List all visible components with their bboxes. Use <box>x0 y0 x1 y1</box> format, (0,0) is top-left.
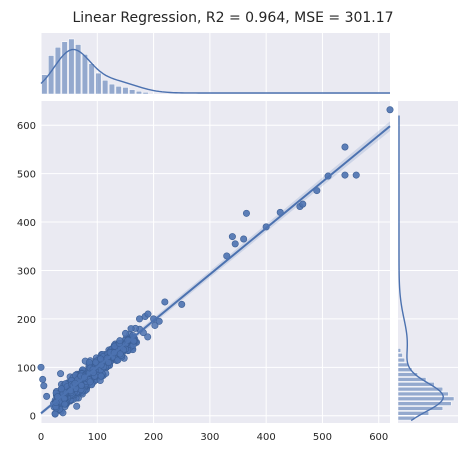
x-histogram-bar <box>81 54 88 95</box>
y-marginal-histogram <box>397 124 458 421</box>
x-tick-label: 100 <box>88 432 107 443</box>
y-marginal-panel <box>397 101 458 423</box>
x-histogram-bar <box>115 86 122 95</box>
y-histogram-bar <box>397 396 455 401</box>
scatter-point <box>144 310 152 318</box>
x-histogram-bar <box>68 38 75 95</box>
scatter-point <box>242 209 250 217</box>
scatter-point <box>39 375 47 383</box>
x-marginal-histogram <box>40 33 380 95</box>
x-tick-label: 600 <box>369 432 388 443</box>
scatter-point <box>352 171 360 179</box>
y-histogram-bar <box>397 401 452 406</box>
scatter-point <box>144 333 152 341</box>
y-histogram-bar <box>397 386 444 392</box>
y-tick-label: 0 <box>30 412 36 423</box>
y-histogram-bar <box>397 411 430 416</box>
scatter-point <box>61 400 69 408</box>
y-tick-label: 300 <box>17 266 36 277</box>
x-tick-label: 200 <box>144 432 163 443</box>
y-histogram-bar <box>397 372 418 377</box>
regression-line <box>40 125 391 415</box>
scatter-point <box>178 300 186 308</box>
x-tick-label: 400 <box>257 432 276 443</box>
x-kde-curve <box>40 48 390 94</box>
scatter-point <box>40 382 48 390</box>
y-histogram-bar <box>397 367 413 372</box>
x-marginal-panel <box>40 33 390 95</box>
x-histogram-bar <box>61 41 68 95</box>
y-tick-label: 600 <box>17 121 36 132</box>
y-histogram-bar <box>397 391 449 397</box>
y-tick-label: 200 <box>17 315 36 326</box>
x-histogram-bar <box>54 47 61 95</box>
scatter-point <box>43 392 51 400</box>
scatter-point <box>73 402 81 410</box>
y-histogram-bar <box>397 348 402 353</box>
y-histogram-bar <box>397 382 435 387</box>
y-kde-curve <box>398 115 444 422</box>
y-tick-label: 400 <box>17 218 36 229</box>
scatter-point <box>77 381 85 389</box>
scatter-point <box>155 317 163 325</box>
scatter-point <box>341 143 349 151</box>
scatter-point <box>228 233 236 241</box>
scatter-point <box>386 106 394 114</box>
scatter-point <box>231 240 239 248</box>
scatter-panel: 0 100 200 300 400 500 600 0 100 200 300 400 500 600 <box>17 101 394 443</box>
y-histogram-bar <box>397 353 403 358</box>
x-axis-ticks: 0 100 200 300 400 500 600 <box>38 432 388 443</box>
scatter-point <box>121 329 129 337</box>
scatter-point <box>86 378 94 386</box>
x-tick-label: 300 <box>200 432 219 443</box>
x-histogram-bar <box>135 91 142 95</box>
scatter-point <box>97 355 105 363</box>
x-histogram-bar <box>129 89 136 95</box>
scatter-point <box>299 200 307 208</box>
regression-line <box>40 125 391 415</box>
y-histogram-bar <box>397 357 405 363</box>
scatter-point <box>127 325 135 333</box>
scatter-point <box>116 337 124 345</box>
scatter-point <box>97 372 105 380</box>
y-marginal-kde <box>398 115 444 422</box>
x-tick-label: 500 <box>313 432 332 443</box>
chart-title: Linear Regression, R2 = 0.964, MSE = 301… <box>72 10 393 26</box>
x-histogram-bar <box>108 83 115 95</box>
y-histogram-bar <box>397 362 409 368</box>
x-marginal-kde <box>40 48 390 94</box>
scatter-point <box>341 171 349 179</box>
y-tick-label: 500 <box>17 170 36 181</box>
x-histogram-bar <box>75 44 82 95</box>
x-histogram-bar <box>102 80 109 95</box>
scatter-point <box>240 235 248 243</box>
y-histogram-bar <box>397 377 427 382</box>
scatter-point <box>57 370 65 378</box>
scatter-point <box>92 358 100 366</box>
scatter-point <box>161 298 169 306</box>
x-histogram-bar <box>122 87 129 95</box>
y-tick-label: 100 <box>17 363 36 374</box>
scatter-point <box>105 358 113 366</box>
x-histogram-bar <box>95 72 102 95</box>
scatter-point <box>151 321 159 329</box>
x-histogram-bar <box>88 63 95 95</box>
y-axis-ticks: 0 100 200 300 400 500 600 <box>17 121 36 423</box>
x-tick-label: 0 <box>38 432 44 443</box>
scatter-point <box>57 385 65 393</box>
x-histogram-bar <box>142 92 149 95</box>
scatter-point <box>223 252 231 260</box>
scatter-point <box>37 363 45 371</box>
x-histogram-bar <box>41 74 48 95</box>
y-histogram-bar <box>397 406 444 411</box>
